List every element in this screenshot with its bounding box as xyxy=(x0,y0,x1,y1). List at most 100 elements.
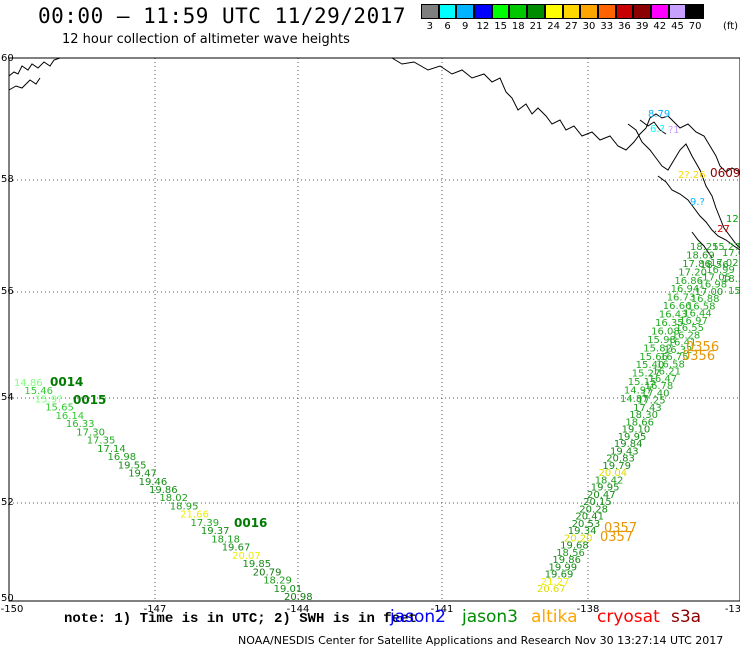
satellite-altika-label: altika xyxy=(531,607,578,627)
legend-label: 9 xyxy=(462,21,469,32)
swh-label: 16.88 xyxy=(691,294,720,305)
legend-label: 24 xyxy=(547,21,561,32)
lat-tick-label: 54 xyxy=(1,392,14,403)
swh-label: 19.86 xyxy=(149,485,178,496)
lat-tick-label: 56 xyxy=(1,286,14,297)
swh-label: 15.98 xyxy=(647,335,676,346)
swh-label: 16.21 xyxy=(652,367,681,378)
swh-label: 16.41 xyxy=(668,338,697,349)
swh-label: 14.87 xyxy=(620,394,649,405)
map-title: 00:00 – 11:59 UTC 11/29/2017 xyxy=(38,4,407,28)
map-subtitle: 12 hour collection of altimeter wave hei… xyxy=(62,32,350,47)
swh-label: 16.14 xyxy=(56,411,85,422)
time-label: 0015 xyxy=(73,393,106,407)
swh-label: 16.44 xyxy=(683,309,712,320)
legend-label: 12 xyxy=(476,21,490,32)
swh-label: 19.43 xyxy=(610,446,639,457)
swh-label: 16.98 xyxy=(699,280,728,291)
swh-label: .27 xyxy=(714,224,730,235)
swh-label: 16.32 xyxy=(664,345,693,356)
swh-label: 16.55 xyxy=(675,323,704,334)
legend-swatch xyxy=(686,4,704,19)
swh-label: 15.9? xyxy=(35,395,63,406)
graticule xyxy=(9,58,740,601)
legend-swatch xyxy=(456,4,475,19)
swh-label: 20.47 xyxy=(587,490,616,501)
footnote: note: 1) Time is in UTC; 2) SWH is in fe… xyxy=(64,611,417,627)
coast-mainland xyxy=(391,57,740,173)
swh-label: 19.67 xyxy=(222,543,251,554)
swh-label: 17.39 xyxy=(191,518,220,529)
swh-label: 16.73 xyxy=(667,293,696,304)
swh-label: 20.98 xyxy=(284,592,313,603)
satellite-tracks: 14.8615.4615.9?15.6516.1416.3317.3017.35… xyxy=(14,109,740,603)
swh-label: 16.66 xyxy=(663,301,692,312)
swh-label: 16.98 xyxy=(108,452,137,463)
lat-tick-label: 60 xyxy=(1,53,14,64)
lon-tick-label: -144 xyxy=(287,604,310,615)
swh-label: 19.46 xyxy=(139,477,168,488)
swh-label: 20.15 xyxy=(583,497,612,508)
swh-label: 19.10 xyxy=(622,425,651,436)
swh-label: 16.58 xyxy=(687,302,716,313)
swh-label: 18.3 xyxy=(722,274,740,285)
swh-label: 17.05 xyxy=(702,273,731,284)
swh-label: 16.33 xyxy=(66,419,95,430)
swh-label: 21.27 xyxy=(541,577,570,588)
legend-label: 36 xyxy=(618,21,631,32)
swh-label: 18.66 xyxy=(625,417,654,428)
legend-label: 70 xyxy=(688,21,702,32)
swh-label: 20.41 xyxy=(575,512,604,523)
swh-label: 16.78 xyxy=(645,381,674,392)
color-legend: 3 6 9 12 15 18 21 24 27 30 33 36 39 42 45 70 (ft) xyxy=(421,4,738,32)
swh-label: 20.07 xyxy=(232,551,261,562)
lat-tick-label: 52 xyxy=(1,497,14,508)
legend-swatches xyxy=(421,4,704,19)
legend-label: 33 xyxy=(600,21,614,32)
swh-label: 16.47 xyxy=(649,374,678,385)
swh-label: 18.56 xyxy=(700,260,729,271)
legend-label: 3 xyxy=(426,21,434,32)
legend-swatch xyxy=(562,4,581,19)
legend-swatch xyxy=(615,4,634,19)
legend-label: 30 xyxy=(582,21,596,32)
swh-label: 15.15 xyxy=(628,377,657,388)
swh-label: 19.99 xyxy=(549,562,578,573)
swh-label: 16.86 xyxy=(674,276,703,287)
credit-line: NOAA/NESDIS Center for Satellite Applica… xyxy=(238,634,724,647)
swh-label: 15.66 xyxy=(639,352,668,363)
swh-label: 20.67 xyxy=(537,584,566,595)
swh-label: 19.34 xyxy=(568,526,597,537)
legend-swatch xyxy=(527,4,545,19)
swh-label: 16.35 xyxy=(655,318,684,329)
swh-label: 15.27 xyxy=(632,369,661,380)
swh-label: 20.79 xyxy=(253,567,282,578)
legend-swatch xyxy=(650,4,669,19)
legend-swatch xyxy=(544,4,563,19)
swh-label: 17.40 xyxy=(641,388,670,399)
satellite-jason2-label: jason2 xyxy=(390,607,446,627)
swh-label: 19.79 xyxy=(602,461,631,472)
legend-swatch xyxy=(597,4,616,19)
swh-label: 8.79 xyxy=(648,109,670,120)
swh-label: 16.94 xyxy=(671,284,700,295)
time-label: 0356 xyxy=(682,349,715,364)
lon-tick-label: -141 xyxy=(431,604,454,615)
time-label: 0014 xyxy=(50,375,83,389)
legend-swatch xyxy=(421,4,439,19)
swh-label: 18.42 xyxy=(595,475,624,486)
swh-label: 19.95 xyxy=(618,432,647,443)
time-label: 0609 xyxy=(710,166,740,180)
swh-label: 16.08 xyxy=(651,326,680,337)
legend-label: 45 xyxy=(671,21,684,32)
lon-tick-label: -147 xyxy=(144,604,167,615)
swh-label: 16.75 xyxy=(660,352,689,363)
legend-swatch xyxy=(438,4,457,19)
swh-label: 16.43 xyxy=(659,310,688,321)
swh-label: 14.86 xyxy=(14,378,43,389)
satellite-s3a-label: s3a xyxy=(671,607,702,627)
swh-label: 18.56 xyxy=(556,548,585,559)
legend-label: 18 xyxy=(511,21,525,32)
swh-label: 19.86 xyxy=(552,555,581,566)
swh-label: 18.30 xyxy=(629,410,658,421)
